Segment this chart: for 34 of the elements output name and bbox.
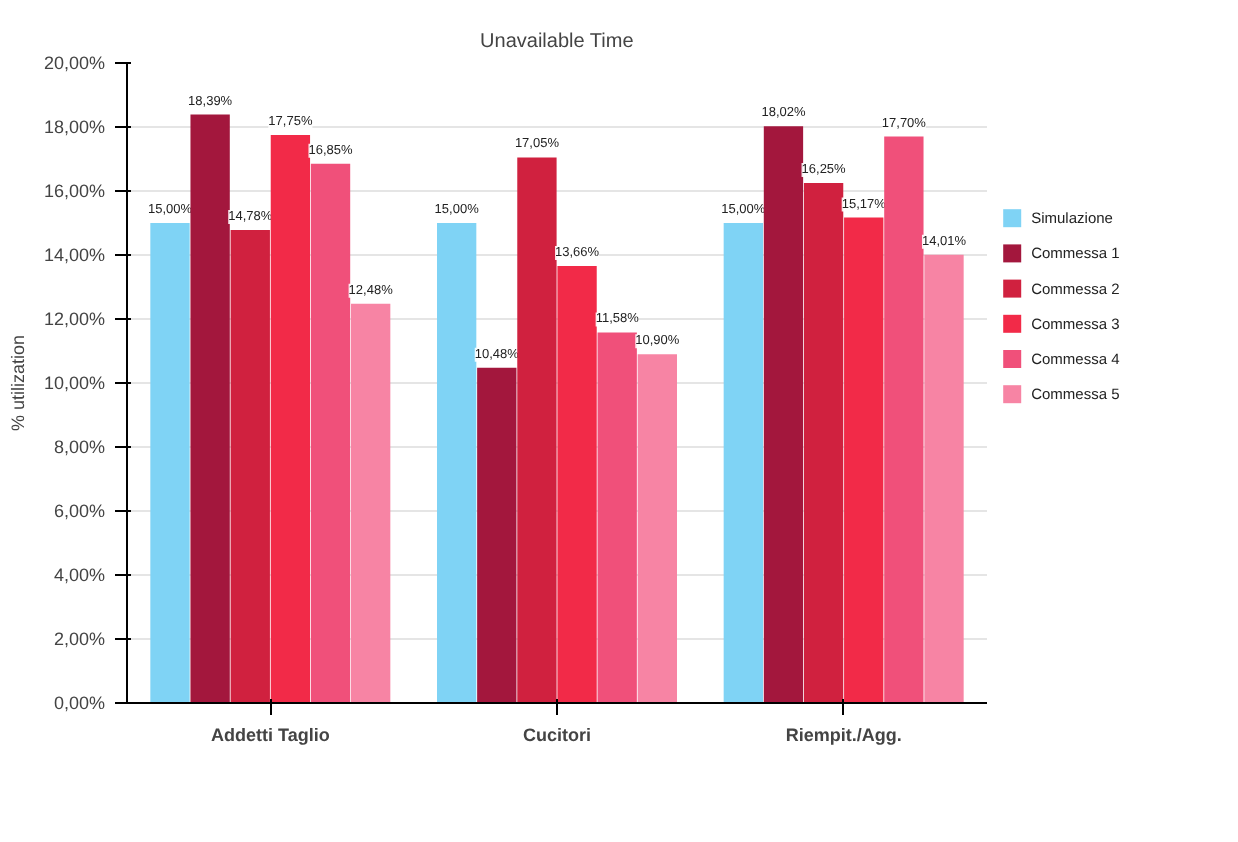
bar	[477, 367, 517, 703]
bar	[150, 223, 190, 703]
y-tick-label: 2,00%	[53, 629, 106, 649]
y-tick-label: 8,00%	[53, 437, 106, 457]
y-tick-label: 18,00%	[43, 117, 106, 137]
bar	[803, 183, 844, 703]
bar	[637, 354, 677, 703]
y-tick-label: 12,00%	[43, 309, 106, 329]
y-axis-title: % utilization	[7, 334, 28, 432]
bar	[763, 126, 804, 703]
bar	[190, 114, 230, 703]
bar	[230, 230, 270, 703]
y-tick-label: 6,00%	[53, 501, 106, 521]
y-tick-label: 0,00%	[53, 693, 106, 713]
bar	[723, 223, 763, 703]
bar	[597, 332, 637, 703]
y-tick-label: 4,00%	[53, 565, 106, 585]
y-tick-label: 14,00%	[43, 245, 106, 265]
chart-title: Unavailable Time	[480, 31, 635, 53]
bar	[437, 223, 477, 703]
x-tick-label: Addetti Taglio	[211, 725, 331, 745]
bar	[310, 163, 351, 703]
bar	[557, 265, 597, 703]
bar	[924, 254, 964, 703]
bar	[844, 217, 884, 703]
y-tick-label: 20,00%	[43, 53, 106, 73]
y-tick-label: 16,00%	[43, 181, 106, 201]
bar	[517, 157, 557, 703]
bar	[270, 135, 311, 703]
x-tick-label: Cucitori	[523, 725, 592, 745]
bar	[884, 136, 924, 703]
bar	[351, 303, 391, 703]
x-tick-label: Riempit./Agg.	[785, 725, 902, 745]
y-tick-label: 10,00%	[43, 373, 106, 393]
